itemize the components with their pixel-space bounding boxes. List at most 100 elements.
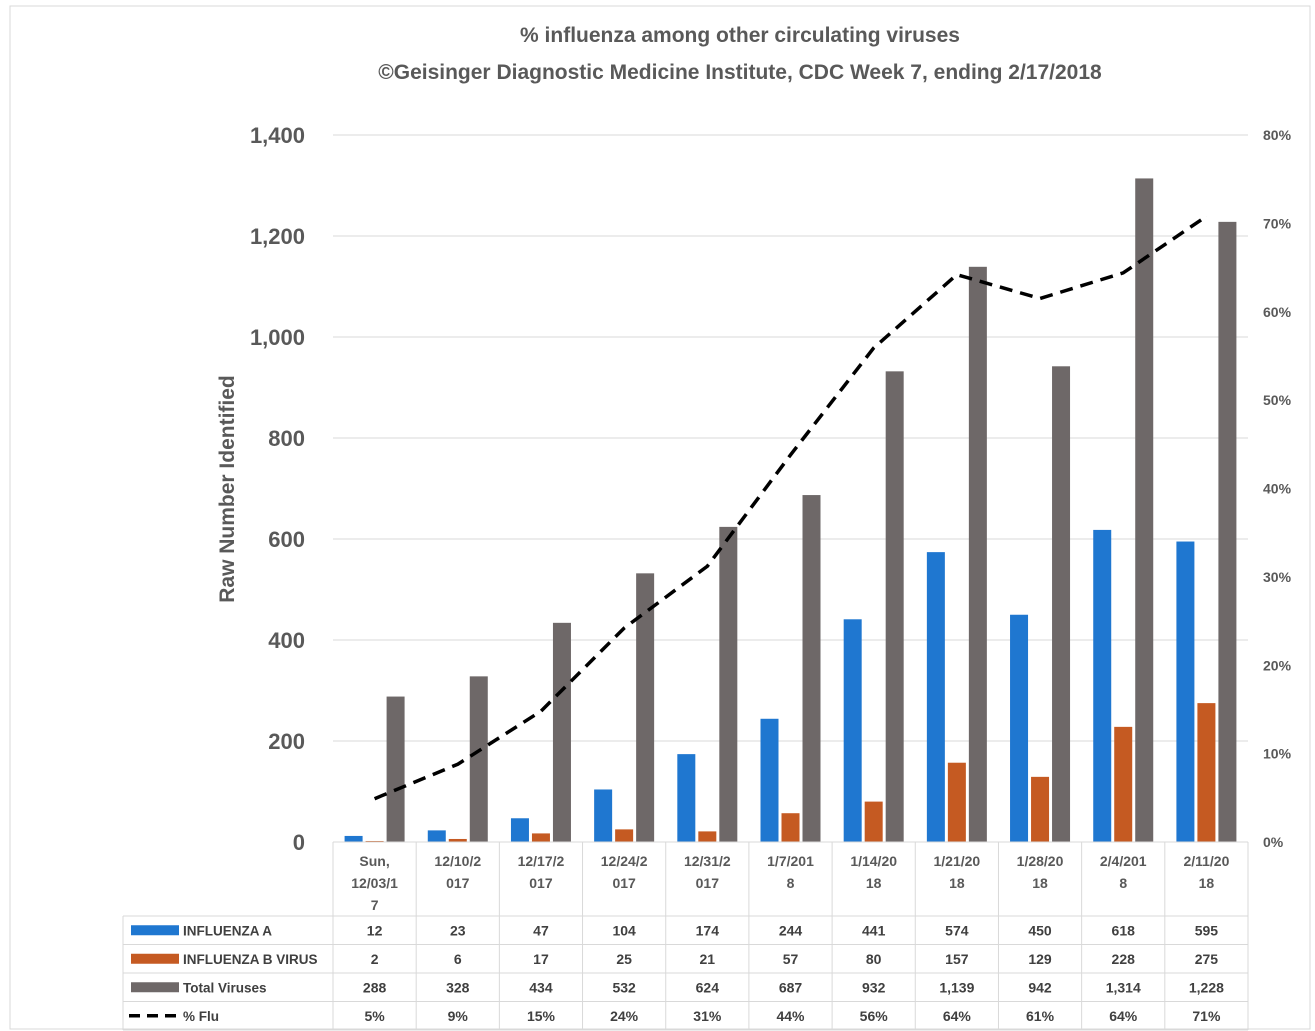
table-cell: 1,228 [1189,979,1224,995]
category-label: 2/4/201 [1100,853,1147,869]
table-cell: 228 [1112,951,1136,967]
table-cell: 687 [779,979,803,995]
table-cell: 441 [862,922,886,938]
table-cell: 932 [862,979,886,995]
table-cell: 288 [363,979,387,995]
bar-influenza-b-virus [947,762,966,842]
table-cell: 434 [529,979,553,995]
category-label: 12/03/1 [351,875,398,891]
bar-total-viruses [968,266,987,842]
y-tick-label: 400 [268,628,305,653]
table-cell: 1,314 [1106,979,1141,995]
y2-tick-label: 30% [1263,569,1292,585]
y2-tick-label: 60% [1263,304,1292,320]
bar-influenza-b-virus [1197,703,1216,842]
bar-total-viruses [802,495,821,842]
table-cell: 5% [364,1008,385,1024]
table-cell: 61% [1026,1008,1055,1024]
table-cell: 56% [860,1008,889,1024]
category-label: 7 [371,897,379,913]
bar-influenza-a [427,830,446,842]
y-tick-label: 1,000 [250,325,305,350]
category-label: 1/21/20 [934,853,981,869]
table-cell: 47 [533,922,549,938]
table-cell: 57 [783,951,799,967]
category-label: 18 [866,875,882,891]
y-tick-label: 0 [293,830,305,855]
y2-tick-label: 40% [1263,481,1292,497]
category-label: 017 [612,875,636,891]
bar-influenza-b-virus [365,840,384,842]
table-cell: 64% [943,1008,972,1024]
y-tick-label: 1,200 [250,224,305,249]
table-cell: 31% [693,1008,722,1024]
table-cell: 6 [454,951,462,967]
table-cell: 328 [446,979,470,995]
bar-influenza-a [344,835,363,842]
table-cell: 104 [612,922,636,938]
category-label: 18 [949,875,965,891]
category-label: 12/24/2 [601,853,648,869]
bar-influenza-b-virus [781,813,800,842]
table-cell: 71% [1192,1008,1221,1024]
legend-key [131,953,179,964]
bar-influenza-a [677,754,696,842]
table-cell: 275 [1195,951,1219,967]
legend-key [131,925,179,936]
chart-frame [9,5,1311,1030]
y-tick-label: 1,400 [250,123,305,148]
table-cell: 80 [866,951,882,967]
y-tick-label: 800 [268,426,305,451]
y2-tick-label: 80% [1263,127,1292,143]
bar-total-viruses [636,573,655,842]
y-axis-label: Raw Number Identified [216,375,239,603]
table-cell: 64% [1109,1008,1138,1024]
bar-total-viruses [1052,366,1071,842]
category-label: 18 [1199,875,1215,891]
y2-tick-label: 20% [1263,657,1292,673]
table-cell: 942 [1028,979,1052,995]
bar-influenza-b-virus [448,838,467,842]
bar-total-viruses [719,526,738,842]
category-label: 017 [696,875,720,891]
table-cell: 244 [779,922,803,938]
bar-influenza-a [1010,614,1029,842]
y2-tick-label: 0% [1263,834,1284,850]
table-cell: 23 [450,922,466,938]
bar-influenza-b-virus [531,833,550,842]
y-tick-label: 600 [268,527,305,552]
legend-label: INFLUENZA B VIRUS [183,952,318,967]
category-label: 017 [529,875,553,891]
category-label: 2/11/20 [1183,853,1229,869]
bar-total-viruses [386,696,405,842]
bar-total-viruses [469,676,488,842]
category-label: 18 [1032,875,1048,891]
category-label: 12/17/2 [518,853,565,869]
bar-total-viruses [552,622,571,842]
category-label: 12/10/2 [434,853,481,869]
y-tick-label: 200 [268,729,305,754]
table-cell: 9% [448,1008,469,1024]
table-cell: 157 [945,951,969,967]
table-cell: 15% [527,1008,556,1024]
legend-label: INFLUENZA A [183,923,272,938]
table-cell: 174 [696,922,720,938]
bar-influenza-a [1176,541,1195,842]
y2-tick-label: 10% [1263,746,1292,762]
table-cell: 12 [367,922,383,938]
bar-total-viruses [1218,221,1237,843]
bar-influenza-a [843,619,862,842]
bar-influenza-b-virus [1031,776,1050,842]
y2-tick-label: 50% [1263,392,1292,408]
legend-label: Total Viruses [183,980,267,995]
table-cell: 25 [616,951,632,967]
table-cell: 450 [1028,922,1052,938]
table-cell: 532 [612,979,636,995]
bar-influenza-b-virus [864,801,883,842]
y2-tick-label: 70% [1263,215,1292,231]
category-label: 8 [787,875,795,891]
table-cell: 595 [1195,922,1219,938]
table-cell: 1,139 [939,979,974,995]
table-cell: 44% [776,1008,805,1024]
